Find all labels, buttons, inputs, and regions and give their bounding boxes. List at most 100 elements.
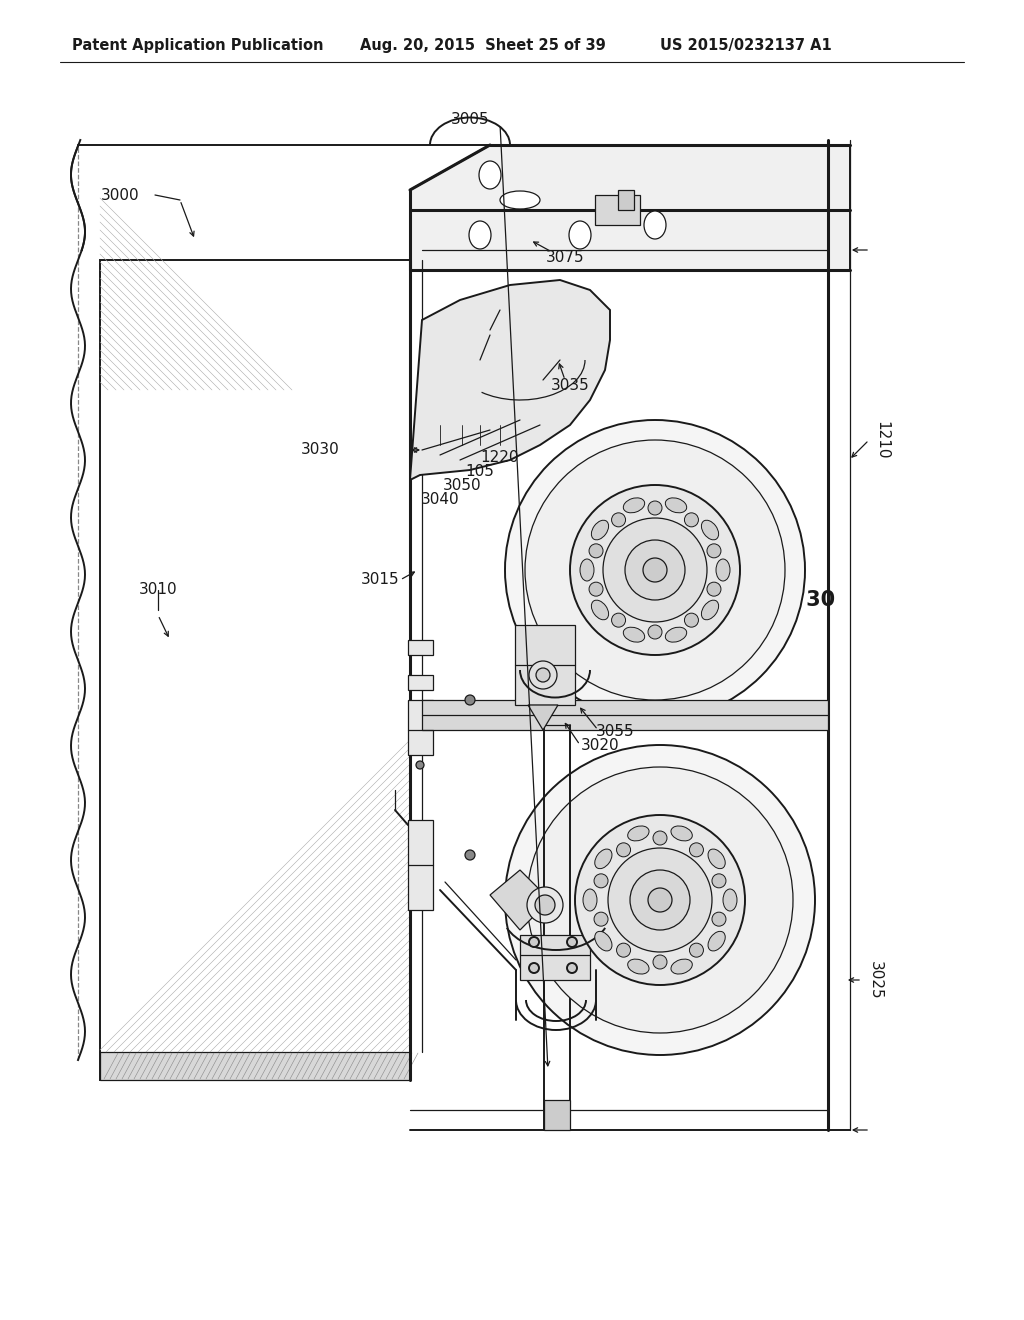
Text: 3075: 3075 (546, 251, 585, 265)
Circle shape (648, 888, 672, 912)
Circle shape (707, 582, 721, 597)
Ellipse shape (595, 849, 612, 869)
Circle shape (594, 912, 608, 927)
Circle shape (608, 847, 712, 952)
Bar (618, 190, 634, 210)
Circle shape (616, 843, 631, 857)
Ellipse shape (671, 826, 692, 841)
Ellipse shape (666, 627, 687, 642)
Bar (100, 260, 410, 1080)
Ellipse shape (592, 520, 608, 540)
Ellipse shape (701, 520, 719, 540)
Ellipse shape (666, 498, 687, 512)
Ellipse shape (569, 220, 591, 249)
Circle shape (689, 843, 703, 857)
Circle shape (527, 767, 793, 1034)
Circle shape (567, 964, 577, 973)
Circle shape (529, 661, 557, 689)
Circle shape (594, 874, 608, 888)
Circle shape (630, 870, 690, 931)
Text: Aug. 20, 2015  Sheet 25 of 39: Aug. 20, 2015 Sheet 25 of 39 (360, 38, 606, 53)
Bar (422, 700, 828, 730)
Circle shape (527, 887, 563, 923)
Bar (408, 700, 433, 755)
Circle shape (575, 814, 745, 985)
Text: 3025: 3025 (867, 961, 883, 999)
Ellipse shape (583, 888, 597, 911)
Text: 1220: 1220 (480, 450, 519, 466)
Circle shape (525, 440, 785, 700)
Circle shape (707, 544, 721, 558)
Ellipse shape (479, 161, 501, 189)
Circle shape (684, 614, 698, 627)
Circle shape (611, 614, 626, 627)
Ellipse shape (716, 558, 730, 581)
Bar (595, 195, 640, 224)
Circle shape (653, 832, 667, 845)
Ellipse shape (469, 220, 490, 249)
Text: 3000: 3000 (100, 187, 139, 202)
Ellipse shape (595, 932, 612, 950)
Circle shape (465, 850, 475, 861)
Circle shape (535, 895, 555, 915)
Bar (100, 1052, 410, 1080)
Circle shape (589, 544, 603, 558)
Ellipse shape (701, 601, 719, 620)
Polygon shape (490, 870, 550, 931)
Ellipse shape (671, 960, 692, 974)
Text: 3055: 3055 (596, 725, 634, 739)
Ellipse shape (644, 211, 666, 239)
Circle shape (611, 513, 626, 527)
Circle shape (505, 744, 815, 1055)
Text: 3040: 3040 (421, 492, 460, 507)
Text: 3015: 3015 (360, 573, 399, 587)
Circle shape (529, 964, 539, 973)
Circle shape (689, 944, 703, 957)
Ellipse shape (708, 849, 725, 869)
Text: Patent Application Publication: Patent Application Publication (72, 38, 324, 53)
Polygon shape (410, 280, 610, 480)
Ellipse shape (592, 601, 608, 620)
Text: 3050: 3050 (442, 479, 481, 494)
Circle shape (567, 937, 577, 946)
Text: 3035: 3035 (551, 378, 590, 392)
Circle shape (465, 696, 475, 705)
Polygon shape (528, 705, 558, 730)
Text: US 2015/0232137 A1: US 2015/0232137 A1 (660, 38, 831, 53)
Circle shape (653, 954, 667, 969)
Text: 3030: 3030 (301, 442, 339, 458)
Text: 3010: 3010 (138, 582, 177, 598)
Text: 3005: 3005 (451, 112, 489, 128)
Circle shape (536, 668, 550, 682)
Circle shape (684, 513, 698, 527)
Text: FIG. 30: FIG. 30 (752, 590, 836, 610)
Bar (408, 640, 433, 655)
Ellipse shape (580, 558, 594, 581)
Circle shape (625, 540, 685, 601)
Ellipse shape (624, 627, 645, 642)
Ellipse shape (628, 826, 649, 841)
Ellipse shape (624, 498, 645, 512)
Text: 105: 105 (466, 465, 495, 479)
Ellipse shape (723, 888, 737, 911)
Circle shape (529, 937, 539, 946)
Circle shape (712, 874, 726, 888)
Circle shape (603, 517, 707, 622)
Circle shape (648, 624, 662, 639)
Text: 1210: 1210 (874, 421, 890, 459)
Text: 3020: 3020 (581, 738, 620, 752)
Circle shape (416, 762, 424, 770)
Bar (408, 820, 433, 909)
Circle shape (712, 912, 726, 927)
Circle shape (589, 582, 603, 597)
Bar (515, 624, 575, 705)
Circle shape (505, 420, 805, 719)
Circle shape (570, 484, 740, 655)
Ellipse shape (500, 191, 540, 209)
Polygon shape (410, 145, 850, 271)
Bar (520, 935, 590, 979)
Ellipse shape (708, 932, 725, 950)
Bar (544, 1100, 570, 1130)
Circle shape (616, 944, 631, 957)
Circle shape (648, 502, 662, 515)
